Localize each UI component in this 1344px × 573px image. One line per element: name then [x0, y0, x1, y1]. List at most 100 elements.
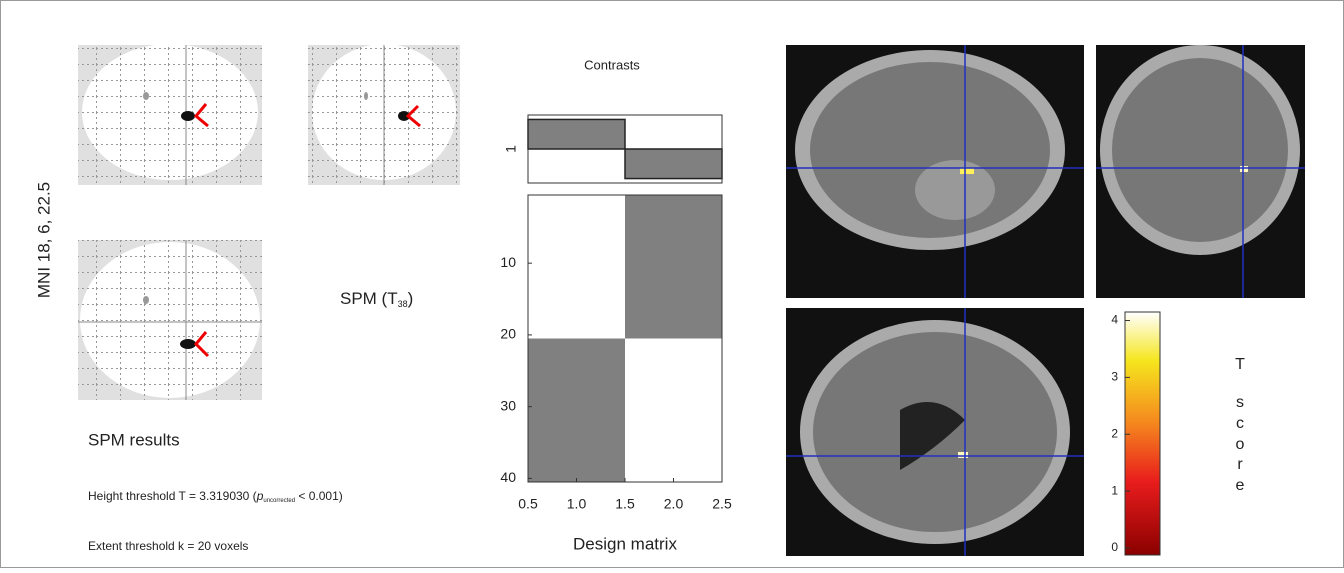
matrix-cell: [528, 395, 626, 404]
matrix-cell: [625, 288, 723, 296]
matrix-cell: [625, 395, 723, 404]
matrix-cell: [528, 424, 626, 433]
matrix-cell: [625, 316, 723, 325]
matrix-cell: [528, 230, 626, 239]
x-tick-label: 1.5: [615, 496, 635, 512]
glass-brain-sagittal: [78, 44, 262, 185]
matrix-cell: [528, 410, 626, 418]
glass-brain-axial: [78, 240, 262, 400]
design-matrix-label: Design matrix: [573, 534, 677, 553]
colorbar-label: r: [1237, 456, 1243, 473]
matrix-cell: [625, 431, 723, 440]
matrix-cell: [528, 259, 626, 268]
matrix-cell: [528, 252, 626, 261]
matrix-cell: [625, 266, 723, 275]
matrix-cell: [528, 345, 626, 354]
contrast-row-label: 1: [503, 145, 519, 153]
colorbar-tick-label: 3: [1111, 370, 1118, 384]
matrix-cell: [625, 417, 723, 426]
matrix-cell: [528, 281, 626, 289]
matrix-cell: [625, 238, 723, 246]
x-tick-label: 2.0: [664, 496, 684, 512]
colorbar-tick-label: 4: [1111, 313, 1118, 327]
matrix-cell: [528, 374, 626, 383]
matrix-cell: [625, 388, 723, 397]
matrix-cell: [528, 223, 626, 232]
matrix-cell: [625, 281, 723, 289]
colorbar-tick-label: 0: [1111, 540, 1118, 554]
matrix-cell: [528, 446, 626, 454]
matrix-cell: [625, 446, 723, 454]
colorbar-label: s: [1236, 394, 1244, 411]
stat-label: SPM (T38): [340, 289, 413, 309]
contrast-bar: [624, 148, 723, 180]
matrix-cell: [528, 453, 626, 461]
matrix-cell: [528, 324, 626, 332]
matrix-cell: [528, 388, 626, 397]
matrix-cell: [625, 295, 723, 304]
x-tick-label: 1.0: [567, 496, 587, 512]
matrix-cell: [625, 403, 723, 411]
height-prefix: Height threshold T = 3.319030 (: [88, 489, 257, 503]
colorbar-tick-label: 1: [1111, 483, 1118, 497]
glass-brain-coronal: [308, 44, 460, 185]
contrasts-title: Contrasts: [584, 57, 640, 72]
matrix-cell: [528, 238, 626, 246]
matrix-cell: [625, 460, 723, 469]
matrix-cell: [625, 216, 723, 225]
mri-sagittal: [786, 45, 1084, 298]
matrix-cell: [528, 266, 626, 275]
matrix-cell: [528, 302, 626, 311]
colorbar-tick-label: 2: [1111, 426, 1118, 440]
matrix-cell: [528, 360, 626, 368]
y-tick-label: 40: [500, 469, 516, 485]
matrix-cell: [625, 309, 723, 318]
matrix-cell: [528, 295, 626, 304]
matrix-cell: [528, 431, 626, 440]
y-tick-label: 10: [500, 254, 516, 270]
x-tick-label: 2.5: [712, 496, 732, 512]
height-p: p: [256, 489, 264, 503]
matrix-cell: [528, 331, 626, 339]
matrix-cell: [528, 403, 626, 411]
matrix-cell: [625, 273, 723, 282]
colorbar-label: c: [1236, 415, 1244, 432]
contrast-frame: [527, 114, 723, 184]
matrix-cell: [528, 338, 626, 347]
matrix-cell: [625, 352, 723, 361]
y-tick-label: 30: [500, 397, 516, 413]
matrix-cell: [625, 245, 723, 253]
matrix-cell: [625, 467, 723, 476]
x-tick-label: 0.5: [518, 496, 538, 512]
matrix-cell: [528, 245, 626, 253]
matrix-cell: [625, 252, 723, 261]
mri-axial: [786, 308, 1084, 556]
matrix-cell: [625, 424, 723, 433]
colorbar-label: o: [1236, 436, 1245, 453]
matrix-cell: [528, 209, 626, 218]
matrix-cell: [625, 410, 723, 418]
matrix-cell: [625, 259, 723, 268]
matrix-cell: [625, 230, 723, 239]
stat-df: 38: [398, 299, 408, 309]
matrix-cell: [528, 273, 626, 282]
matrix-cell: [625, 453, 723, 461]
matrix-cell: [625, 360, 723, 368]
matrix-cell: [528, 460, 626, 469]
extent-threshold: Extent threshold k = 20 voxels: [88, 539, 248, 553]
colorbar-label: T: [1235, 356, 1245, 373]
matrix-cell: [528, 417, 626, 426]
matrix-cell: [528, 309, 626, 318]
colorbar: [1124, 311, 1161, 556]
matrix-cell: [528, 195, 626, 203]
matrix-cell: [625, 374, 723, 383]
colorbar-label: e: [1236, 477, 1245, 494]
results-title: SPM results: [88, 430, 180, 449]
stat-suffix: ): [408, 289, 414, 308]
matrix-cell: [625, 338, 723, 347]
matrix-cell: [528, 467, 626, 476]
matrix-cell: [528, 216, 626, 225]
height-suffix: < 0.001): [295, 489, 343, 503]
matrix-cell: [528, 316, 626, 325]
